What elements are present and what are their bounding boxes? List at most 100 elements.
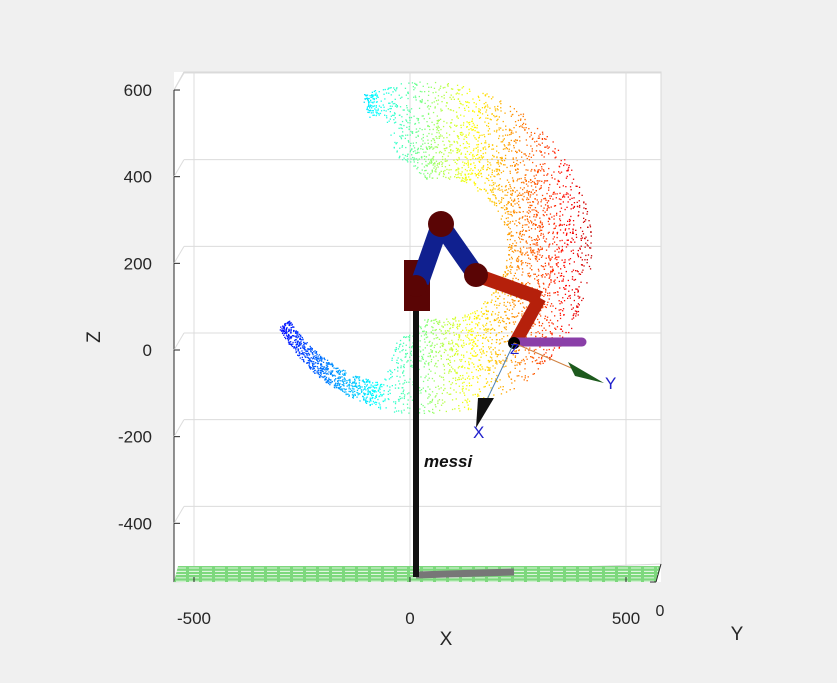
workspace-point bbox=[510, 269, 512, 271]
workspace-point bbox=[317, 369, 319, 371]
workspace-point bbox=[429, 176, 431, 178]
workspace-point bbox=[372, 394, 374, 396]
workspace-point bbox=[410, 161, 412, 163]
workspace-point bbox=[307, 359, 309, 362]
workspace-point bbox=[561, 330, 564, 332]
workspace-point bbox=[545, 146, 547, 148]
workspace-point bbox=[531, 239, 533, 242]
workspace-point bbox=[475, 369, 477, 371]
workspace-point bbox=[537, 253, 539, 255]
workspace-point bbox=[338, 379, 340, 382]
workspace-point bbox=[497, 159, 499, 162]
workspace-point bbox=[500, 100, 502, 102]
workspace-point bbox=[439, 328, 441, 331]
workspace-point bbox=[428, 362, 430, 364]
workspace-point bbox=[534, 228, 536, 230]
workspace-point bbox=[533, 169, 536, 171]
workspace-point bbox=[522, 193, 524, 195]
workspace-point bbox=[487, 161, 489, 163]
workspace-point bbox=[533, 181, 535, 183]
workspace-point bbox=[286, 332, 288, 334]
workspace-point bbox=[569, 198, 571, 201]
workspace-point bbox=[399, 147, 401, 149]
workspace-point bbox=[517, 171, 519, 173]
z-gridline-depth-2 bbox=[173, 246, 185, 264]
workspace-point bbox=[426, 336, 429, 338]
workspace-point bbox=[363, 393, 366, 396]
workspace-point bbox=[429, 355, 431, 357]
workspace-point bbox=[321, 376, 323, 378]
workspace-point bbox=[400, 358, 402, 361]
workspace-point bbox=[433, 138, 435, 140]
workspace-point bbox=[316, 366, 319, 368]
workspace-point bbox=[434, 163, 436, 165]
workspace-point bbox=[383, 93, 385, 95]
workspace-point bbox=[518, 375, 520, 377]
workspace-point bbox=[489, 107, 491, 109]
workspace-point bbox=[411, 366, 413, 368]
workspace-point bbox=[426, 148, 428, 150]
workspace-point bbox=[416, 149, 419, 151]
workspace-point bbox=[311, 349, 313, 351]
workspace-point bbox=[441, 135, 443, 137]
workspace-point bbox=[443, 144, 445, 146]
workspace-point bbox=[478, 388, 481, 390]
workspace-point bbox=[570, 208, 572, 210]
workspace-point bbox=[458, 376, 460, 379]
workspace-point bbox=[449, 356, 451, 358]
workspace-point bbox=[416, 131, 418, 133]
workspace-point bbox=[403, 375, 405, 377]
workspace-point bbox=[528, 194, 530, 196]
workspace-point bbox=[400, 124, 403, 126]
workspace-point bbox=[550, 206, 552, 208]
workspace-point bbox=[407, 161, 409, 163]
workspace-point bbox=[531, 168, 533, 171]
workspace-point bbox=[411, 346, 413, 348]
workspace-point bbox=[450, 366, 453, 368]
workspace-point bbox=[539, 163, 541, 166]
workspace-point bbox=[421, 129, 423, 131]
workspace-point bbox=[434, 106, 436, 108]
workspace-point bbox=[474, 183, 477, 185]
workspace-point bbox=[507, 269, 509, 272]
workspace-point bbox=[534, 255, 536, 257]
workspace-point bbox=[391, 385, 393, 387]
workspace-point bbox=[440, 404, 443, 406]
workspace-point bbox=[300, 343, 303, 345]
workspace-point bbox=[486, 168, 488, 171]
workspace-point bbox=[556, 258, 558, 261]
workspace-point bbox=[422, 330, 424, 333]
workspace-point bbox=[299, 341, 301, 343]
workspace-point bbox=[467, 367, 469, 369]
workspace-point bbox=[484, 146, 486, 148]
workspace-point bbox=[436, 137, 438, 139]
workspace-point bbox=[481, 307, 483, 309]
workspace-point bbox=[505, 311, 507, 313]
workspace-point bbox=[401, 145, 404, 147]
workspace-point bbox=[372, 114, 374, 116]
workspace-point bbox=[479, 161, 481, 163]
workspace-point bbox=[544, 262, 546, 264]
workspace-point bbox=[533, 349, 535, 351]
workspace-point bbox=[550, 281, 552, 283]
workspace-point bbox=[359, 387, 361, 389]
workspace-point bbox=[411, 132, 414, 134]
workspace-point bbox=[319, 356, 322, 359]
workspace-point bbox=[295, 332, 297, 334]
workspace-point bbox=[397, 370, 399, 372]
workspace-point bbox=[302, 353, 304, 355]
workspace-point bbox=[503, 144, 505, 146]
workspace-point bbox=[569, 219, 571, 221]
workspace-point bbox=[536, 199, 538, 201]
workspace-point bbox=[354, 385, 356, 387]
workspace-point bbox=[468, 318, 470, 321]
workspace-point bbox=[368, 386, 370, 388]
workspace-point bbox=[475, 355, 478, 357]
workspace-point bbox=[534, 141, 536, 143]
workspace-point bbox=[449, 109, 451, 111]
workspace-point bbox=[416, 117, 418, 120]
workspace-point bbox=[421, 100, 423, 102]
workspace-point bbox=[470, 178, 472, 181]
workspace-point bbox=[585, 203, 587, 205]
workspace-point bbox=[429, 356, 431, 358]
